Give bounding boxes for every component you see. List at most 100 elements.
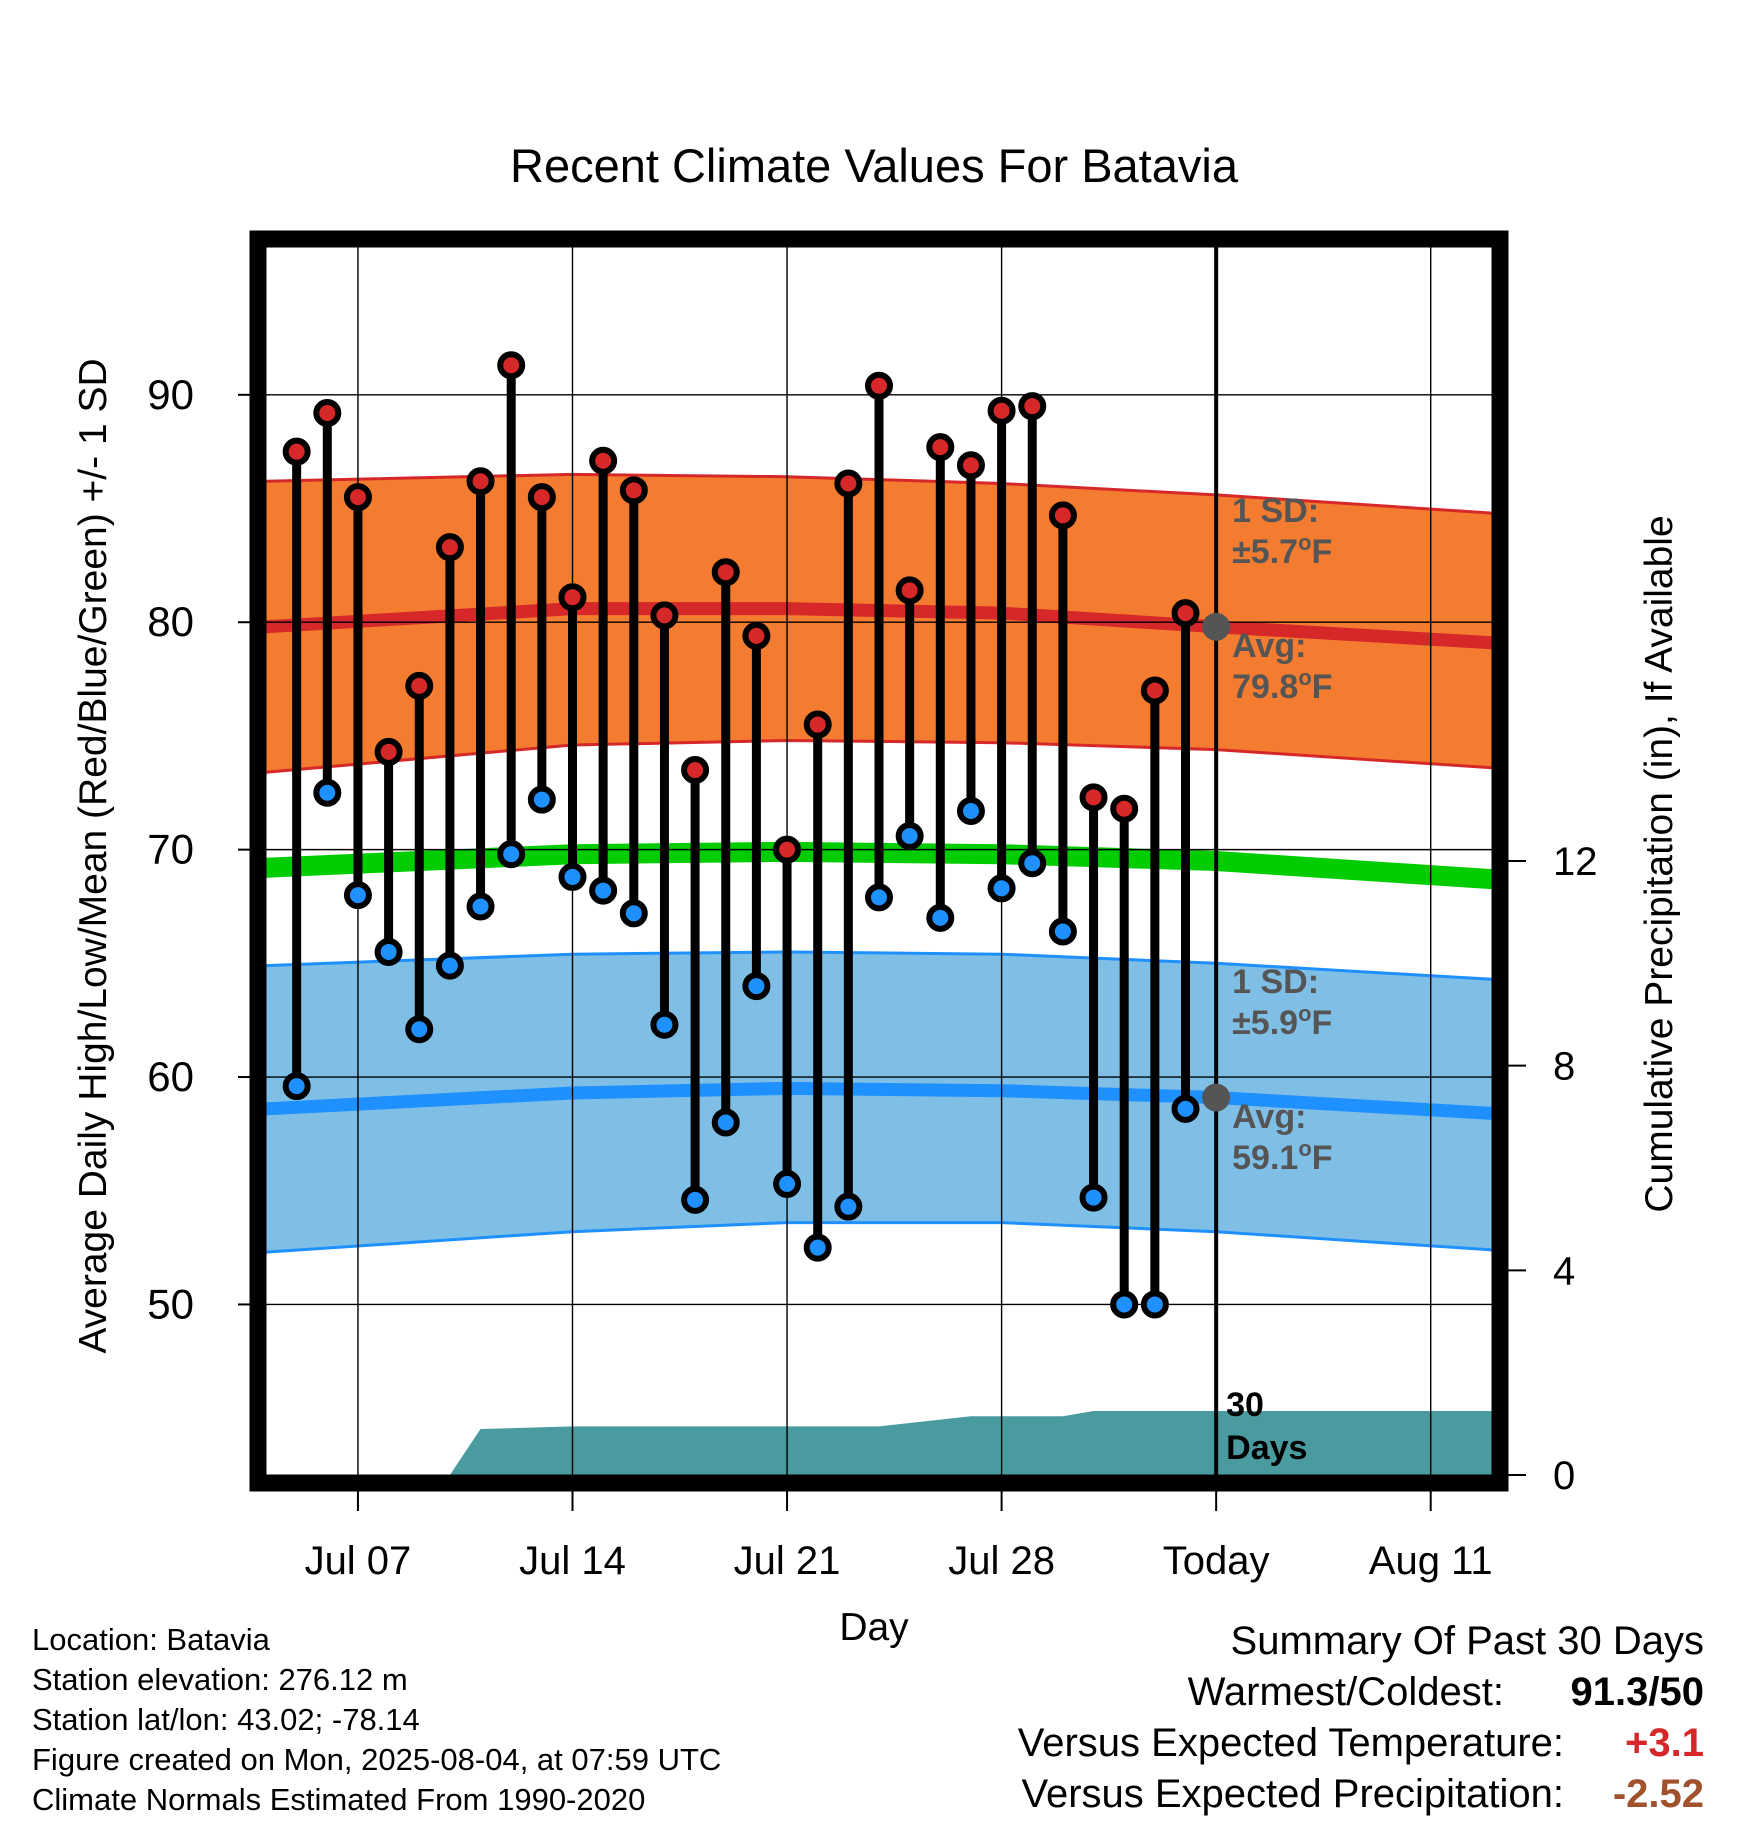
daily-high-point	[1079, 783, 1108, 812]
y-tick-label: 50	[147, 1280, 194, 1327]
high-sd-upper-line	[266, 472, 1492, 515]
daily-high-point	[497, 351, 526, 380]
y-tick-label: 70	[147, 826, 194, 873]
high-avg-label: Avg:	[1232, 627, 1306, 665]
daily-high-point	[987, 396, 1016, 425]
y2-tick-label: 12	[1553, 840, 1598, 884]
low-avg-label: Avg:	[1232, 1098, 1306, 1136]
today-avg-low-marker	[1202, 1083, 1231, 1112]
precip-label: Versus Expected Precipitation:	[1021, 1772, 1564, 1816]
daily-high-point	[1171, 599, 1200, 628]
daily-high-point	[343, 483, 372, 512]
daily-high-point	[681, 756, 710, 785]
y2-tick-label: 0	[1553, 1454, 1575, 1498]
daily-high-point	[1048, 501, 1077, 530]
location-text: Location: Batavia	[32, 1622, 270, 1657]
daily-low-point	[343, 881, 372, 910]
warmest-value: 91.3/50	[1570, 1670, 1704, 1714]
daily-high-point	[711, 558, 740, 587]
precip-value: -2.52	[1612, 1772, 1704, 1816]
summary-temp-row: Versus Expected Temperature: +3.1	[1018, 1718, 1704, 1769]
daily-high-point	[895, 576, 924, 605]
low-sd-lower-line	[266, 1221, 1492, 1254]
daily-low-point	[834, 1192, 863, 1221]
daily-low-point	[681, 1185, 710, 1214]
daily-low-point	[527, 785, 556, 814]
x-axis-label: Day	[839, 1606, 909, 1649]
plot-frame	[249, 230, 1509, 1492]
y2-tick-label: 4	[1553, 1249, 1575, 1293]
temp-label: Versus Expected Temperature:	[1017, 1721, 1564, 1765]
summary-panel: Summary Of Past 30 Days Warmest/Coldest:…	[1018, 1616, 1704, 1820]
y-axis-label: Average Daily High/Low/Mean (Red/Blue/Gr…	[72, 358, 115, 1353]
daily-low-point	[956, 796, 985, 825]
days-number: 30	[1226, 1386, 1264, 1424]
today-avg-high-marker	[1202, 612, 1231, 641]
low-sd-upper-line	[266, 950, 1492, 981]
daily-high-point	[650, 601, 679, 630]
daily-low-point	[711, 1108, 740, 1137]
daily-low-point	[405, 1015, 434, 1044]
x-tick-label: Today	[1163, 1539, 1270, 1583]
y-tick-label: 90	[147, 371, 194, 418]
x-tick-label: Aug 11	[1369, 1539, 1493, 1583]
daily-high-point	[773, 835, 802, 864]
daily-low-point	[865, 883, 893, 912]
chart-title: Recent Climate Values For Batavia	[510, 139, 1239, 192]
daily-high-point	[313, 399, 342, 428]
daily-high-point	[1140, 676, 1169, 705]
daily-high-point	[558, 583, 587, 612]
daily-low-point	[1140, 1290, 1169, 1319]
daily-high-point	[435, 533, 464, 562]
warmest-label: Warmest/Coldest:	[1187, 1670, 1504, 1714]
normals-text: Climate Normals Estimated From 1990-2020	[32, 1782, 646, 1817]
daily-low-point	[1079, 1183, 1108, 1212]
daily-low-point	[313, 778, 342, 807]
high-sd-label: 1 SD:	[1232, 492, 1319, 530]
daily-high-point	[834, 469, 863, 498]
station-info: Location: Batavia Station elevation: 276…	[32, 1620, 721, 1820]
daily-high-point	[1018, 392, 1047, 421]
summary-precip-row: Versus Expected Precipitation: -2.52	[1018, 1769, 1704, 1820]
y2-axis-label: Cumulative Precipitation (in), If Availa…	[1638, 515, 1681, 1212]
daily-high-point	[1110, 794, 1139, 823]
latlon-text: Station lat/lon: 43.02; -78.14	[32, 1702, 420, 1737]
daily-low-point	[1171, 1094, 1200, 1123]
avg-low-line	[266, 1081, 1492, 1120]
low-sd-label: 1 SD:	[1232, 963, 1319, 1001]
daily-high-point	[742, 621, 771, 650]
y2-tick-label: 8	[1553, 1045, 1575, 1089]
summary-title: Summary Of Past 30 Days	[1230, 1619, 1704, 1663]
daily-high-point	[865, 371, 893, 400]
y-tick-label: 60	[147, 1053, 194, 1100]
daily-high-point	[466, 467, 495, 496]
elevation-text: Station elevation: 276.12 m	[32, 1662, 408, 1697]
summary-warmest-row: Warmest/Coldest: 91.3/50	[1018, 1667, 1704, 1718]
x-tick-label: Jul 21	[734, 1539, 841, 1583]
daily-high-point	[956, 451, 985, 480]
x-tick-label: Jul 07	[305, 1539, 412, 1583]
daily-low-point	[895, 821, 924, 850]
daily-low-point	[1110, 1290, 1139, 1319]
daily-low-point	[1048, 917, 1077, 946]
daily-low-point	[803, 1233, 832, 1262]
low-sd-value: ±5.9oF	[1232, 1001, 1332, 1042]
daily-high-point	[589, 446, 618, 475]
daily-low-point	[773, 1169, 802, 1198]
daily-high-point	[619, 476, 648, 505]
x-tick-label: Jul 28	[948, 1539, 1055, 1583]
daily-high-point	[803, 710, 832, 739]
daily-low-point	[435, 951, 464, 980]
created-text: Figure created on Mon, 2025-08-04, at 07…	[32, 1742, 722, 1777]
daily-low-point	[466, 892, 495, 921]
daily-low-point	[497, 840, 526, 869]
daily-low-point	[742, 972, 771, 1001]
y-tick-label: 80	[147, 598, 194, 645]
high-sd-value: ±5.7oF	[1232, 530, 1332, 571]
daily-low-point	[926, 903, 955, 932]
daily-low-point	[589, 876, 618, 905]
precip-area	[266, 1411, 1492, 1475]
daily-high-point	[527, 483, 556, 512]
daily-low-point	[1018, 849, 1047, 878]
